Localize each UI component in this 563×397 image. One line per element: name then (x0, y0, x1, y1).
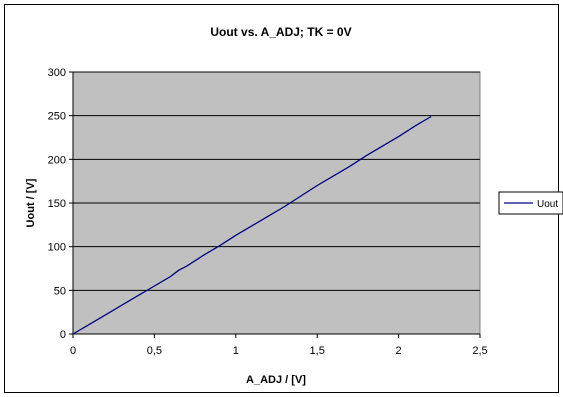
y-tick-label: 150 (48, 198, 66, 210)
legend-label: Uout (537, 199, 558, 210)
y-tick-label: 250 (48, 111, 66, 123)
x-tick-label: 0 (70, 345, 76, 357)
y-axis-label: Uout / [V] (25, 178, 37, 227)
x-axis-label: A_ADJ / [V] (246, 374, 306, 386)
legend: Uout (498, 191, 563, 215)
x-axis-ticks: 0 0,5 1 1,5 2 2,5 (70, 334, 488, 357)
x-tick-label: 1 (233, 345, 239, 357)
y-tick-label: 50 (54, 285, 66, 297)
x-tick-label: 1,5 (310, 345, 325, 357)
x-tick-label: 2,5 (472, 345, 487, 357)
series-line-uout (72, 115, 432, 335)
gridlines (73, 71, 480, 291)
y-tick-label: 300 (48, 67, 66, 79)
chart-title: Uout vs. A_ADJ; TK = 0V (210, 25, 351, 39)
x-tick-label: 2 (396, 345, 402, 357)
series-layer (72, 115, 432, 335)
y-tick-label: 200 (48, 154, 66, 166)
y-tick-label: 0 (60, 329, 66, 341)
y-axis-ticks: 0 50 100 150 200 250 300 (48, 67, 73, 341)
x-tick-label: 0,5 (147, 345, 162, 357)
y-tick-label: 100 (48, 242, 66, 254)
